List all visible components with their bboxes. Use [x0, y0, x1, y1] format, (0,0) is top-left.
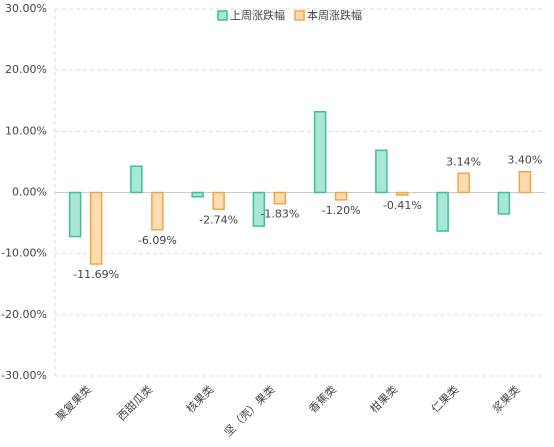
y-tick-label: 20.00%: [5, 63, 47, 76]
bar: [130, 165, 143, 194]
bar: [212, 191, 225, 211]
bar: [273, 191, 287, 205]
x-tick-label: 香蕉类: [306, 382, 339, 415]
bar: [151, 191, 164, 231]
x-tick-label: 坚（壳）果类: [221, 382, 278, 439]
x-tick-label: 西甜瓜类: [114, 382, 155, 423]
data-label: -0.41%: [383, 199, 422, 212]
bar: [497, 191, 511, 215]
y-tick-label: -30.00%: [1, 369, 47, 382]
data-label: -2.74%: [199, 213, 238, 226]
bar: [313, 111, 327, 194]
data-label: -1.20%: [322, 204, 361, 217]
legend-label: 本周涨跌幅: [307, 8, 362, 22]
x-tick-label: 核果类: [183, 382, 216, 415]
bar: [436, 191, 449, 232]
x-tick-label: 聚复果类: [53, 382, 94, 423]
bar: [518, 170, 532, 194]
x-tick-label: 柑果类: [367, 382, 400, 415]
bar: [375, 149, 388, 194]
y-tick-label: 30.00%: [5, 2, 47, 15]
legend-swatch: [294, 10, 305, 21]
bar: [191, 191, 204, 198]
bar: [89, 191, 103, 265]
y-tick-label: -20.00%: [1, 308, 47, 321]
y-tick-label: -10.00%: [1, 247, 47, 260]
x-tick-label: 浆果类: [489, 382, 522, 415]
data-label: -6.09%: [138, 234, 177, 247]
data-label: -11.69%: [73, 268, 119, 281]
bar: [68, 191, 82, 238]
y-tick-label: 10.00%: [5, 124, 47, 137]
legend-swatch: [217, 10, 228, 21]
data-label: 3.14%: [446, 155, 481, 168]
data-label: 3.40%: [507, 154, 542, 167]
data-label: -1.83%: [260, 208, 299, 221]
legend-label: 上周涨跌幅: [230, 8, 285, 22]
bar: [396, 191, 409, 196]
bar: [457, 172, 470, 194]
x-tick-label: 仁果类: [428, 382, 461, 415]
bar: [252, 191, 266, 227]
y-tick-label: 0.00%: [12, 186, 47, 199]
bar: [334, 191, 348, 201]
